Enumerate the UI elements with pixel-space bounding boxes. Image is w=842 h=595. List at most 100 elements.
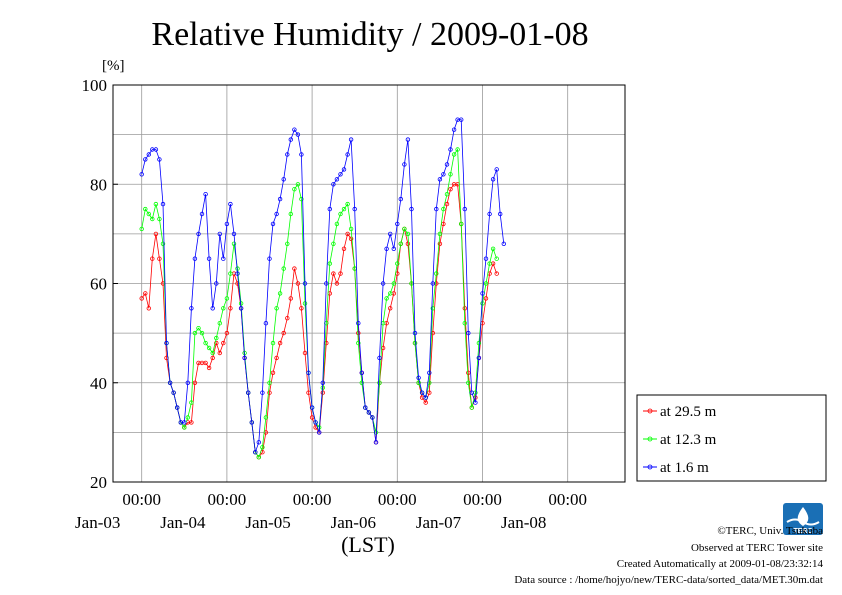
data-point xyxy=(373,440,379,445)
data-point xyxy=(157,157,162,162)
series-1 xyxy=(139,147,499,460)
data-point xyxy=(494,167,499,172)
data-point xyxy=(153,231,159,237)
data-point xyxy=(192,256,198,261)
data-point xyxy=(150,256,155,261)
data-point xyxy=(388,306,393,311)
x-tick-time: 00:00 xyxy=(122,490,161,509)
data-point xyxy=(302,350,308,356)
data-point xyxy=(196,326,201,331)
data-point xyxy=(164,355,169,361)
data-point xyxy=(441,172,446,177)
data-point xyxy=(206,365,212,371)
data-point xyxy=(167,380,173,385)
data-point xyxy=(363,405,368,410)
data-point xyxy=(199,211,205,217)
data-point xyxy=(281,330,286,336)
logo-text: TERC xyxy=(793,528,812,535)
data-point xyxy=(366,410,372,415)
data-point xyxy=(348,137,354,142)
data-point xyxy=(203,340,208,346)
data-point xyxy=(196,231,201,237)
legend-label: at 1.6 m xyxy=(660,460,709,476)
y-tick-label: 40 xyxy=(90,374,107,393)
data-point xyxy=(483,281,489,286)
data-point xyxy=(402,226,407,232)
data-point xyxy=(391,246,396,251)
data-point xyxy=(146,211,151,217)
legend-marker xyxy=(647,464,653,470)
data-point xyxy=(203,360,208,366)
data-point xyxy=(448,186,453,192)
data-point xyxy=(398,196,403,202)
data-point xyxy=(309,405,315,410)
data-point xyxy=(459,221,464,227)
data-point xyxy=(359,370,364,375)
data-point xyxy=(487,261,492,266)
data-point xyxy=(185,415,190,420)
data-point xyxy=(263,321,269,326)
data-point xyxy=(434,206,439,212)
data-point xyxy=(388,231,393,237)
data-point xyxy=(242,355,247,361)
data-point xyxy=(274,306,279,311)
data-point xyxy=(157,216,162,222)
data-point xyxy=(483,296,489,301)
data-point xyxy=(228,271,233,276)
data-point xyxy=(150,216,155,222)
y-tick-label: 20 xyxy=(90,473,107,492)
data-point xyxy=(384,296,389,301)
data-point xyxy=(348,236,354,241)
x-tick-time: 00:00 xyxy=(548,490,587,509)
data-point xyxy=(498,211,503,217)
data-point xyxy=(324,281,329,286)
data-point xyxy=(285,316,290,321)
data-point xyxy=(430,306,435,311)
data-point xyxy=(221,340,226,346)
legend-marker xyxy=(647,408,653,414)
data-point xyxy=(203,191,208,197)
data-point xyxy=(256,455,261,460)
series-line xyxy=(141,119,505,453)
data-point xyxy=(377,355,382,361)
data-point xyxy=(277,196,283,202)
x-tick-time: 00:00 xyxy=(463,490,502,509)
data-point xyxy=(451,127,457,132)
data-point xyxy=(249,420,254,425)
data-point xyxy=(437,231,443,237)
x-tick-time: 00:00 xyxy=(378,490,417,509)
data-point xyxy=(327,261,332,266)
data-point xyxy=(224,330,230,336)
y-tick-label: 60 xyxy=(90,275,107,294)
data-point xyxy=(160,241,166,246)
data-point xyxy=(139,226,144,232)
x-tick-date: Jan-08 xyxy=(501,513,546,532)
data-point xyxy=(231,231,237,237)
data-point xyxy=(139,172,144,177)
data-point xyxy=(228,201,233,207)
data-point xyxy=(409,206,414,212)
data-point xyxy=(277,291,283,296)
data-point xyxy=(398,241,403,246)
data-point xyxy=(395,261,400,266)
data-point xyxy=(192,330,198,336)
data-point xyxy=(341,167,347,172)
data-point xyxy=(405,241,411,246)
x-tick-date: Jan-04 xyxy=(160,513,206,532)
data-point xyxy=(341,246,347,251)
x-tick-date: Jan-03 xyxy=(75,513,120,532)
data-point xyxy=(473,400,478,405)
data-point xyxy=(444,162,450,167)
data-point xyxy=(437,177,443,182)
data-point xyxy=(412,330,418,336)
data-point xyxy=(274,211,279,217)
data-point xyxy=(214,340,219,346)
data-point xyxy=(217,350,222,356)
data-point xyxy=(469,390,474,395)
data-point xyxy=(487,211,492,217)
data-point xyxy=(416,375,421,380)
x-tick-date: Jan-05 xyxy=(245,513,290,532)
data-point xyxy=(267,390,272,395)
data-point xyxy=(299,152,304,157)
data-point xyxy=(377,380,382,385)
